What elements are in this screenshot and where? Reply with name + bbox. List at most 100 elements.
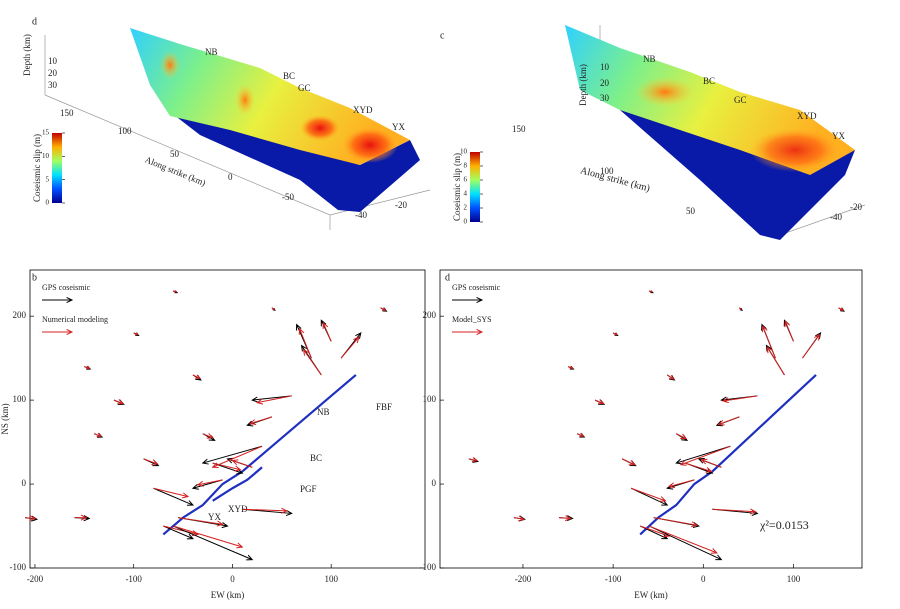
- x-tick-label: 50: [686, 206, 696, 216]
- site-label: FBF: [376, 402, 392, 412]
- site-label: BC: [283, 71, 295, 81]
- colorbar: [470, 152, 480, 222]
- model-vector: [202, 433, 214, 439]
- model-vector: [298, 327, 312, 359]
- fault-body: [165, 108, 420, 212]
- colorbar: [52, 133, 62, 203]
- site-label: GC: [298, 83, 311, 93]
- panel-label: c: [440, 30, 445, 41]
- x-tick-label: -200: [27, 574, 44, 584]
- x-axis-label: EW (km): [211, 590, 245, 600]
- y-tick-label: 0: [22, 478, 27, 488]
- model-vector: [322, 321, 332, 342]
- site-label: XYD: [228, 504, 248, 514]
- model-vector: [25, 515, 37, 522]
- model-vector: [721, 395, 758, 404]
- plot-frame: [29, 269, 426, 569]
- site-label: BC: [703, 76, 715, 86]
- site-label: XYD: [797, 111, 817, 121]
- model-vector: [679, 445, 731, 466]
- fault-trace: [212, 466, 263, 502]
- model-vector: [567, 365, 574, 369]
- x-tick-label: 100: [324, 574, 338, 584]
- y-tick-label: 100: [423, 394, 437, 404]
- model-vector: [255, 395, 292, 405]
- model-vector: [594, 399, 605, 405]
- z-tick-label: 20: [48, 68, 58, 78]
- x-tick-label: 100: [787, 574, 801, 584]
- model-vector: [302, 348, 322, 376]
- model-vector: [766, 346, 785, 376]
- colorbar-tick-label: 8: [464, 162, 468, 170]
- model-vector: [94, 432, 103, 438]
- colorbar-tick-label: 10: [42, 152, 50, 160]
- model-vector: [712, 508, 757, 515]
- y-tick-label: 100: [13, 394, 27, 404]
- model-vector: [685, 462, 713, 473]
- y-tick-label: -40: [830, 212, 842, 222]
- x-axis-label: Along strike (km): [579, 165, 651, 194]
- z-tick-label: 10: [48, 56, 58, 66]
- model-vector: [621, 458, 636, 466]
- z-tick-label: 10: [600, 62, 610, 72]
- x-tick-label: -50: [282, 192, 294, 202]
- fault-trace: [639, 374, 817, 536]
- colorbar-label: Coseismic slip (m): [452, 153, 462, 221]
- y-tick-label: -100: [10, 562, 27, 572]
- panel-label: d: [32, 16, 37, 27]
- annotation: χ²=0.0153: [759, 518, 809, 532]
- slip-patch: [342, 127, 398, 163]
- x-tick-label: -200: [515, 574, 532, 584]
- model-vector: [558, 515, 572, 522]
- model-vector: [576, 432, 585, 437]
- model-vector: [784, 320, 794, 342]
- site-label: GC: [734, 95, 747, 105]
- x-tick-label: 50: [170, 149, 180, 159]
- y-tick-label: 200: [13, 310, 27, 320]
- z-tick-label: 20: [600, 78, 610, 88]
- obs-vector: [251, 395, 292, 403]
- x-tick-label: 100: [118, 126, 132, 136]
- colorbar-tick-label: 0: [464, 218, 468, 226]
- axis-frame: [44, 35, 431, 230]
- y-tick-label: 200: [423, 310, 437, 320]
- colorbar-tick-label: 4: [464, 190, 468, 198]
- model-vector: [667, 479, 695, 489]
- obs-vector: [153, 487, 195, 506]
- model-vector: [113, 399, 124, 405]
- z-axis-label: Depth (km): [578, 64, 588, 106]
- model-vector: [212, 462, 242, 472]
- site-label: YX: [392, 122, 405, 132]
- legend-arrow: [452, 328, 484, 336]
- model-vector: [649, 290, 654, 293]
- y-tick-label: -40: [355, 210, 367, 220]
- panel-label: b: [32, 272, 37, 283]
- site-label: NB: [317, 407, 330, 417]
- obs-vector: [172, 525, 254, 561]
- y-tick-label: -20: [850, 202, 862, 212]
- slip-patch: [300, 115, 340, 141]
- panel-3d-left: d Depth (km) 10 20 30 Coseismic slip (m)…: [22, 16, 431, 230]
- model-vector: [211, 445, 263, 469]
- obs-vector: [630, 487, 669, 506]
- colorbar-tick-label: 2: [464, 204, 468, 212]
- colorbar-tick-label: 10: [460, 148, 468, 156]
- y-tick-label: 0: [432, 478, 437, 488]
- model-vector: [178, 517, 224, 527]
- model-vector: [739, 307, 743, 311]
- x-tick-label: 0: [701, 574, 706, 584]
- legend-arrow: [452, 296, 484, 304]
- legend-label: Numerical modeling: [42, 315, 108, 324]
- obs-vector: [675, 445, 731, 465]
- legend-label: Model_SYS: [452, 315, 492, 324]
- slip-patch: [160, 51, 180, 79]
- model-vector: [231, 459, 253, 468]
- z-tick-label: 30: [48, 80, 58, 90]
- model-vector: [340, 336, 360, 359]
- model-vector: [468, 457, 479, 463]
- colorbar-label: Coseismic slip (m): [32, 134, 42, 202]
- x-tick-label: 0: [230, 574, 235, 584]
- site-label: NB: [643, 54, 656, 64]
- model-vector: [242, 507, 288, 514]
